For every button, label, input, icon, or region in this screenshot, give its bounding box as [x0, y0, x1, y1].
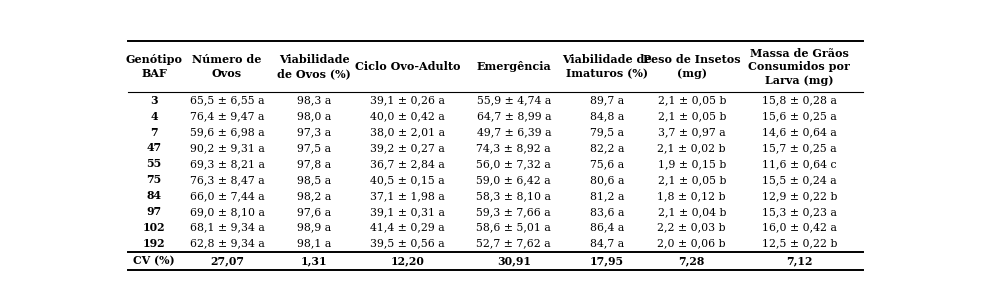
Text: 74,3 ± 8,92 a: 74,3 ± 8,92 a — [476, 143, 552, 153]
Text: 98,5 a: 98,5 a — [298, 175, 331, 185]
Text: 76,4 ± 9,47 a: 76,4 ± 9,47 a — [189, 111, 264, 121]
Text: 1,9 ± 0,15 b: 1,9 ± 0,15 b — [658, 159, 726, 169]
Text: 98,9 a: 98,9 a — [298, 223, 331, 233]
Text: Viabilidade
de Ovos (%): Viabilidade de Ovos (%) — [278, 55, 351, 79]
Text: 4: 4 — [150, 111, 158, 122]
Text: 98,1 a: 98,1 a — [298, 239, 331, 249]
Text: 27,07: 27,07 — [210, 255, 244, 266]
Text: 39,5 ± 0,56 a: 39,5 ± 0,56 a — [370, 239, 445, 249]
Text: 192: 192 — [143, 238, 166, 249]
Text: 65,5 ± 6,55 a: 65,5 ± 6,55 a — [189, 95, 264, 105]
Text: 98,2 a: 98,2 a — [298, 191, 331, 201]
Text: 39,2 ± 0,27 a: 39,2 ± 0,27 a — [370, 143, 445, 153]
Text: 16,0 ± 0,42 a: 16,0 ± 0,42 a — [762, 223, 837, 233]
Text: 1,31: 1,31 — [301, 255, 327, 266]
Text: 47: 47 — [147, 143, 162, 153]
Text: Massa de Grãos
Consumidos por
Larva (mg): Massa de Grãos Consumidos por Larva (mg) — [748, 47, 850, 86]
Text: 3,7 ± 0,97 a: 3,7 ± 0,97 a — [658, 127, 725, 137]
Text: 7,12: 7,12 — [786, 255, 812, 266]
Text: 11,6 ± 0,64 c: 11,6 ± 0,64 c — [762, 159, 836, 169]
Text: 3: 3 — [150, 95, 158, 106]
Text: 40,0 ± 0,42 a: 40,0 ± 0,42 a — [370, 111, 445, 121]
Text: 97,5 a: 97,5 a — [298, 143, 331, 153]
Text: 12,9 ± 0,22 b: 12,9 ± 0,22 b — [762, 191, 837, 201]
Text: 1,8 ± 0,12 b: 1,8 ± 0,12 b — [658, 191, 726, 201]
Text: 12,5 ± 0,22 b: 12,5 ± 0,22 b — [762, 239, 837, 249]
Text: 97,3 a: 97,3 a — [298, 127, 331, 137]
Text: 82,2 a: 82,2 a — [590, 143, 624, 153]
Text: 15,3 ± 0,23 a: 15,3 ± 0,23 a — [762, 207, 837, 217]
Text: 49,7 ± 6,39 a: 49,7 ± 6,39 a — [476, 127, 551, 137]
Text: Emergência: Emergência — [476, 61, 552, 72]
Text: 84,7 a: 84,7 a — [590, 239, 624, 249]
Text: 7: 7 — [150, 127, 158, 138]
Text: 83,6 a: 83,6 a — [590, 207, 624, 217]
Text: Ciclo Ovo-Adulto: Ciclo Ovo-Adulto — [355, 61, 460, 72]
Text: Genótipo
BAF: Genótipo BAF — [125, 55, 183, 79]
Text: 98,0 a: 98,0 a — [298, 111, 331, 121]
Text: 38,0 ± 2,01 a: 38,0 ± 2,01 a — [370, 127, 445, 137]
Text: 75,6 a: 75,6 a — [590, 159, 624, 169]
Text: 52,7 ± 7,62 a: 52,7 ± 7,62 a — [476, 239, 552, 249]
Text: 15,5 ± 0,24 a: 15,5 ± 0,24 a — [762, 175, 836, 185]
Text: 89,7 a: 89,7 a — [590, 95, 624, 105]
Text: 69,0 ± 8,10 a: 69,0 ± 8,10 a — [189, 207, 265, 217]
Text: 98,3 a: 98,3 a — [298, 95, 331, 105]
Text: 58,3 ± 8,10 a: 58,3 ± 8,10 a — [476, 191, 552, 201]
Text: 59,3 ± 7,66 a: 59,3 ± 7,66 a — [476, 207, 552, 217]
Text: 15,8 ± 0,28 a: 15,8 ± 0,28 a — [762, 95, 837, 105]
Text: 2,1 ± 0,02 b: 2,1 ± 0,02 b — [658, 143, 726, 153]
Text: Peso de Insetos
(mg): Peso de Insetos (mg) — [643, 55, 741, 79]
Text: CV (%): CV (%) — [133, 255, 175, 266]
Text: 56,0 ± 7,32 a: 56,0 ± 7,32 a — [476, 159, 552, 169]
Text: Número de
Ovos: Número de Ovos — [192, 55, 262, 79]
Text: 55: 55 — [147, 158, 162, 169]
Text: Viabilidade de
Imaturos (%): Viabilidade de Imaturos (%) — [562, 55, 652, 79]
Text: 14,6 ± 0,64 a: 14,6 ± 0,64 a — [762, 127, 837, 137]
Text: 2,1 ± 0,05 b: 2,1 ± 0,05 b — [658, 175, 726, 185]
Text: 15,6 ± 0,25 a: 15,6 ± 0,25 a — [762, 111, 837, 121]
Text: 2,1 ± 0,05 b: 2,1 ± 0,05 b — [658, 111, 726, 121]
Text: 12,20: 12,20 — [391, 255, 425, 266]
Text: 36,7 ± 2,84 a: 36,7 ± 2,84 a — [370, 159, 445, 169]
Text: 68,1 ± 9,34 a: 68,1 ± 9,34 a — [189, 223, 265, 233]
Text: 80,6 a: 80,6 a — [590, 175, 624, 185]
Text: 2,0 ± 0,06 b: 2,0 ± 0,06 b — [658, 239, 726, 249]
Text: 69,3 ± 8,21 a: 69,3 ± 8,21 a — [189, 159, 265, 169]
Text: 75: 75 — [147, 174, 162, 185]
Text: 55,9 ± 4,74 a: 55,9 ± 4,74 a — [477, 95, 551, 105]
Text: 39,1 ± 0,31 a: 39,1 ± 0,31 a — [370, 207, 445, 217]
Text: 84,8 a: 84,8 a — [590, 111, 624, 121]
Text: 59,6 ± 6,98 a: 59,6 ± 6,98 a — [189, 127, 264, 137]
Text: 62,8 ± 9,34 a: 62,8 ± 9,34 a — [189, 239, 265, 249]
Text: 84: 84 — [147, 190, 162, 201]
Text: 37,1 ± 1,98 a: 37,1 ± 1,98 a — [370, 191, 445, 201]
Text: 86,4 a: 86,4 a — [590, 223, 624, 233]
Text: 2,2 ± 0,03 b: 2,2 ± 0,03 b — [658, 223, 726, 233]
Text: 41,4 ± 0,29 a: 41,4 ± 0,29 a — [370, 223, 445, 233]
Text: 64,7 ± 8,99 a: 64,7 ± 8,99 a — [476, 111, 551, 121]
Text: 39,1 ± 0,26 a: 39,1 ± 0,26 a — [370, 95, 445, 105]
Text: 102: 102 — [143, 222, 166, 233]
Text: 79,5 a: 79,5 a — [590, 127, 624, 137]
Text: 66,0 ± 7,44 a: 66,0 ± 7,44 a — [189, 191, 264, 201]
Text: 59,0 ± 6,42 a: 59,0 ± 6,42 a — [476, 175, 552, 185]
Text: 15,7 ± 0,25 a: 15,7 ± 0,25 a — [762, 143, 836, 153]
Text: 2,1 ± 0,05 b: 2,1 ± 0,05 b — [658, 95, 726, 105]
Text: 58,6 ± 5,01 a: 58,6 ± 5,01 a — [476, 223, 552, 233]
Text: 97: 97 — [147, 206, 162, 217]
Text: 81,2 a: 81,2 a — [590, 191, 624, 201]
Text: 2,1 ± 0,04 b: 2,1 ± 0,04 b — [658, 207, 726, 217]
Text: 40,5 ± 0,15 a: 40,5 ± 0,15 a — [370, 175, 445, 185]
Text: 7,28: 7,28 — [679, 255, 705, 266]
Text: 97,8 a: 97,8 a — [298, 159, 331, 169]
Text: 76,3 ± 8,47 a: 76,3 ± 8,47 a — [189, 175, 264, 185]
Text: 30,91: 30,91 — [497, 255, 531, 266]
Text: 97,6 a: 97,6 a — [298, 207, 331, 217]
Text: 17,95: 17,95 — [590, 255, 624, 266]
Text: 90,2 ± 9,31 a: 90,2 ± 9,31 a — [189, 143, 265, 153]
